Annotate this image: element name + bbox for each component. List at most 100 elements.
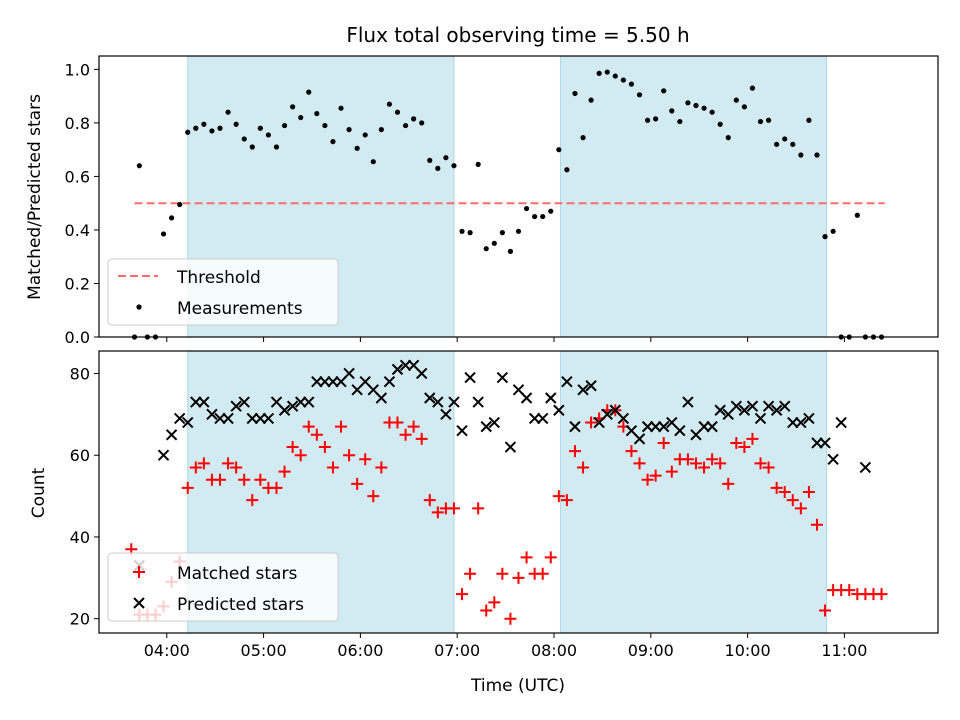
x-axis-label: Time (UTC) — [470, 676, 565, 696]
matched-star-point — [197, 457, 210, 470]
measurement-point — [741, 104, 747, 110]
measurement-point — [749, 85, 756, 91]
measurement-point — [854, 212, 860, 218]
measurement-point — [572, 90, 578, 97]
x-tick-label: 06:00 — [337, 641, 383, 660]
measurement-point — [532, 213, 538, 220]
matched-star-point — [657, 436, 670, 449]
matched-star-point — [770, 481, 783, 494]
matched-star-point — [536, 567, 549, 580]
measurement-point — [814, 152, 820, 158]
y-axis-label: Matched/Predicted stars — [25, 94, 45, 300]
measurement-point — [443, 155, 449, 161]
y-axis-ticks: 0.0 0.2 0.4 0.6 0.8 1.0 — [65, 60, 99, 347]
matched-star-point — [738, 441, 751, 454]
matched-star-point — [520, 551, 533, 564]
predicted-star-point — [488, 416, 501, 429]
predicted-star-point — [173, 412, 186, 425]
legend-box — [107, 552, 339, 622]
predicted-star-point — [577, 384, 589, 396]
matched-star-point — [496, 567, 509, 580]
predicted-star-point — [278, 404, 291, 416]
predicted-star-point — [682, 396, 694, 408]
predicted-star-point — [569, 420, 581, 433]
measurement-point — [475, 161, 481, 167]
predicted-star-point — [480, 420, 492, 433]
y-tick-label: 0.4 — [65, 221, 90, 240]
predicted-star-point — [520, 392, 533, 404]
measurement-point — [765, 117, 772, 123]
x-tick-label: 09:00 — [628, 641, 674, 660]
y-tick-label: 0.2 — [65, 274, 90, 293]
predicted-star-point — [730, 400, 743, 412]
x-tick-label: 04:00 — [144, 641, 190, 660]
matched-star-point — [310, 428, 323, 441]
measurement-point — [757, 118, 764, 125]
matched-star-point — [544, 551, 557, 564]
measurement-point — [798, 152, 804, 158]
matched-star-point — [335, 420, 348, 433]
x-axis-ticks — [166, 337, 845, 342]
predicted-star-point — [585, 380, 597, 392]
y-tick-label: 20 — [70, 610, 90, 629]
measurement-point — [402, 122, 409, 129]
matched-star-point — [447, 502, 460, 515]
matched-star-point — [875, 588, 888, 601]
measurement-point — [709, 109, 715, 115]
measurement-point — [394, 109, 401, 115]
measurement-point — [693, 102, 699, 109]
measurement-point — [661, 88, 667, 94]
matched-star-point — [802, 486, 815, 498]
legend-matched-swatch — [133, 566, 145, 578]
measurement-point — [491, 240, 497, 246]
matched-star-point — [343, 449, 356, 462]
measurement-point — [523, 205, 530, 212]
predicted-star-point — [383, 375, 396, 388]
predicted-star-point — [835, 416, 847, 429]
predicted-star-point — [746, 400, 759, 412]
measurement-point — [628, 81, 635, 87]
matched-star-point — [560, 494, 573, 507]
y-axis-label: Count — [29, 467, 49, 518]
measurement-point — [411, 116, 417, 122]
measurement-point — [160, 231, 167, 237]
predicted-star-point — [262, 412, 275, 425]
measurement-point — [548, 208, 554, 214]
matched-star-point — [351, 477, 364, 490]
matched-star-point — [472, 502, 485, 515]
measurement-point — [540, 213, 546, 220]
matched-star-point — [238, 473, 251, 486]
x-axis-ticks: 04:00 05:00 06:00 07:00 08:00 09:00 10:00 11:00 — [144, 633, 867, 660]
predicted-star-point — [165, 429, 178, 441]
legend-box — [107, 258, 339, 326]
matched-star-point — [665, 465, 678, 478]
predicted-star-point — [859, 461, 872, 474]
measurement-point — [733, 97, 739, 103]
measurement-point — [257, 125, 263, 131]
matched-star-point — [577, 461, 590, 474]
y-tick-label: 0.6 — [65, 167, 90, 186]
predicted-star-point — [827, 453, 839, 466]
measurement-point — [209, 128, 215, 134]
predicted-stars-points — [133, 359, 872, 572]
measurement-point — [136, 163, 142, 169]
measurement-point — [435, 165, 441, 171]
measurement-point — [685, 100, 691, 106]
predicted-star-point — [795, 416, 807, 429]
matched-star-point — [786, 494, 799, 507]
measurement-point — [362, 132, 368, 138]
measurement-point — [338, 105, 344, 111]
x-tick-label: 07:00 — [434, 641, 480, 660]
measurement-point — [217, 125, 223, 131]
measurement-point — [725, 135, 731, 141]
measurement-point — [233, 121, 239, 127]
predicted-star-point — [803, 412, 815, 425]
matched-star-point — [399, 428, 412, 441]
measurement-point — [596, 70, 602, 76]
legend-measurements-swatch — [136, 304, 142, 310]
predicted-star-point — [496, 371, 509, 384]
y-tick-label: 40 — [70, 528, 90, 547]
matched-star-point — [689, 457, 702, 470]
predicted-star-point — [633, 433, 646, 445]
measurement-point — [669, 108, 675, 114]
